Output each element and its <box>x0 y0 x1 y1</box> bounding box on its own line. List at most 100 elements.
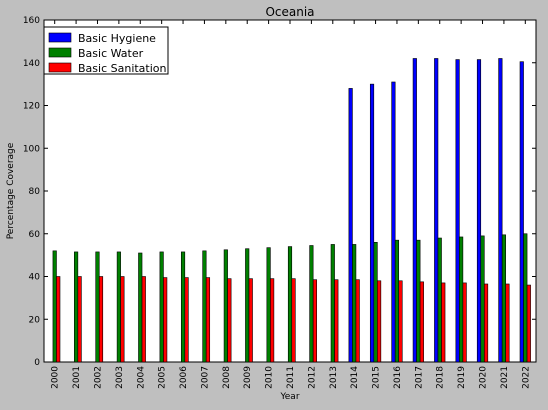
bar-basic-water <box>352 244 357 363</box>
legend-label: Basic Hygiene <box>78 32 156 45</box>
bar-basic-sanitation <box>77 276 82 363</box>
bar-basic-sanitation <box>270 278 275 363</box>
bar-basic-water <box>116 251 121 363</box>
bar-basic-water <box>437 237 442 363</box>
y-tick-label: 100 <box>23 144 40 154</box>
bar-basic-sanitation <box>141 276 146 363</box>
x-tick-label: 2004 <box>136 366 146 389</box>
bar-basic-water <box>480 235 485 363</box>
x-tick-label: 2001 <box>72 366 82 389</box>
bar-basic-water <box>416 239 421 363</box>
bar-basic-water <box>266 247 271 363</box>
bar-basic-water <box>74 251 79 363</box>
y-axis-label: Percentage Coverage <box>6 142 16 239</box>
legend-label: Basic Water <box>78 47 144 60</box>
legend-swatch <box>48 32 72 43</box>
bar-basic-sanitation <box>334 279 339 363</box>
bar-basic-sanitation <box>377 280 382 363</box>
bar-basic-sanitation <box>120 276 125 363</box>
x-tick-label: 2020 <box>479 366 489 389</box>
bar-basic-water <box>52 250 57 363</box>
bar-basic-hygiene <box>391 81 396 363</box>
legend-swatch <box>48 62 72 73</box>
x-tick-label: 2007 <box>200 366 210 389</box>
bar-basic-sanitation <box>441 282 446 363</box>
bar-basic-sanitation <box>312 279 317 363</box>
bar-basic-water <box>159 251 164 363</box>
bar-basic-water <box>309 245 314 363</box>
bar-basic-water <box>501 234 506 363</box>
bar-basic-hygiene <box>498 58 503 363</box>
bar-basic-hygiene <box>412 58 417 363</box>
bar-basic-water <box>223 249 228 363</box>
y-tick-label: 80 <box>29 187 41 197</box>
y-axis: 0 20 40 60 80 100 120 140 160 <box>23 16 536 368</box>
bar-basic-hygiene <box>455 59 460 363</box>
bar-basic-sanitation <box>505 283 510 363</box>
bar-basic-water <box>180 251 186 363</box>
x-tick-label: 2014 <box>350 366 360 389</box>
x-tick-label: 2006 <box>179 366 189 389</box>
bar-basic-sanitation <box>526 284 531 363</box>
bar-basic-water <box>287 246 293 363</box>
bar-basic-sanitation <box>98 276 104 363</box>
legend-label: Basic Sanitation <box>78 62 167 75</box>
bar-basic-sanitation <box>248 278 253 363</box>
bar-basic-hygiene <box>434 58 439 363</box>
bar-basic-sanitation <box>355 279 360 363</box>
x-tick-label: 2013 <box>329 366 339 389</box>
y-tick-label: 0 <box>34 358 40 368</box>
chart-title: Oceania <box>265 5 314 19</box>
bar-basic-water <box>245 248 250 363</box>
bar-basic-hygiene <box>519 61 524 363</box>
bar-basic-water <box>523 233 528 363</box>
bar-basic-hygiene <box>348 88 353 363</box>
y-tick-label: 120 <box>23 102 40 112</box>
bar-basic-sanitation <box>462 282 467 363</box>
bar-basic-hygiene <box>369 83 375 363</box>
x-tick-label: 2005 <box>158 366 168 389</box>
bar-basic-sanitation <box>483 283 489 363</box>
legend: Basic Hygiene Basic Water Basic Sanitation <box>43 26 169 75</box>
bar-basic-sanitation <box>56 276 61 363</box>
x-tick-label: 2022 <box>521 366 531 389</box>
bar-basic-water <box>459 236 464 363</box>
x-tick-label: 2009 <box>243 366 253 389</box>
x-tick-label: 2017 <box>414 366 424 389</box>
y-tick-label: 160 <box>23 16 40 26</box>
bar-basic-water <box>202 250 207 363</box>
y-tick-label: 140 <box>23 59 40 69</box>
bar-basic-water <box>138 252 143 363</box>
x-axis-label: Year <box>279 392 299 402</box>
bar-basic-sanitation <box>184 277 189 363</box>
x-tick-label: 2000 <box>51 366 61 389</box>
bar-basic-sanitation <box>227 278 232 363</box>
x-tick-label: 2012 <box>307 366 317 389</box>
x-axis: 2000 2001 2002 2003 2004 2005 2006 2007 2008 2009… <box>51 20 531 389</box>
legend-swatch <box>48 47 72 58</box>
x-tick-label: 2016 <box>393 366 403 389</box>
x-tick-label: 2018 <box>436 366 446 389</box>
bar-basic-water <box>394 239 400 363</box>
x-tick-label: 2002 <box>93 366 103 389</box>
x-tick-label: 2011 <box>286 366 296 389</box>
bar-basic-sanitation <box>163 277 168 363</box>
x-tick-label: 2003 <box>115 366 125 389</box>
bar-basic-hygiene <box>476 59 482 363</box>
bar-basic-water <box>330 244 335 363</box>
y-tick-label: 60 <box>29 230 41 240</box>
x-tick-label: 2008 <box>222 366 232 389</box>
x-tick-label: 2015 <box>372 366 382 389</box>
x-tick-label: 2010 <box>265 366 275 389</box>
x-tick-label: 2021 <box>500 366 510 389</box>
x-tick-label: 2019 <box>457 366 467 389</box>
bar-basic-water <box>95 251 100 363</box>
y-tick-label: 20 <box>29 315 41 325</box>
bar-basic-sanitation <box>205 277 211 363</box>
bar-basic-water <box>373 242 378 363</box>
y-tick-label: 40 <box>29 273 41 283</box>
bar-basic-sanitation <box>419 281 424 363</box>
bar-basic-sanitation <box>398 280 403 363</box>
